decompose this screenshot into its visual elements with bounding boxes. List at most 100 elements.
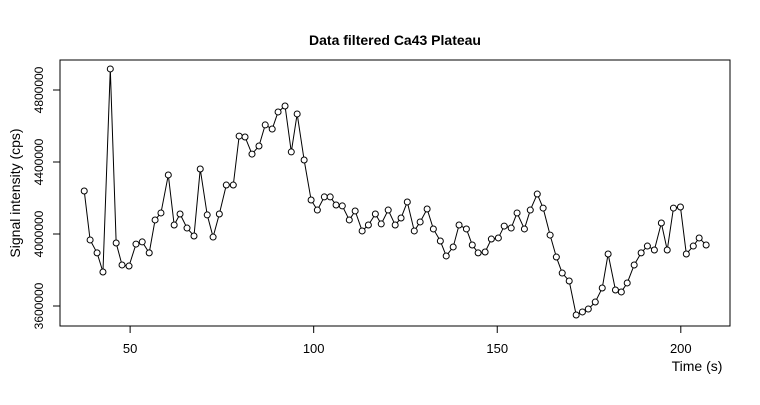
data-point — [676, 203, 684, 211]
data-point — [669, 204, 677, 212]
data-point — [520, 225, 528, 233]
x-tick-label: 200 — [670, 341, 692, 356]
data-point — [695, 234, 703, 242]
x-axis-label: Time (s) — [672, 358, 723, 374]
data-point — [584, 305, 592, 313]
data-point — [229, 181, 237, 189]
data-point — [293, 110, 301, 118]
data-point — [558, 269, 566, 277]
data-point — [106, 65, 114, 73]
data-point — [611, 286, 619, 294]
data-point — [371, 210, 379, 218]
data-point — [326, 193, 334, 201]
data-point — [313, 206, 321, 214]
data-point — [241, 133, 249, 141]
data-point — [132, 240, 140, 248]
data-point — [307, 196, 315, 204]
data-point — [643, 242, 651, 250]
data-point — [358, 227, 366, 235]
data-point — [86, 236, 94, 244]
data-point — [255, 142, 263, 150]
data-point — [591, 298, 599, 306]
y-tick-label: 4400000 — [32, 138, 46, 185]
data-point — [572, 311, 580, 319]
data-point — [416, 218, 424, 226]
data-point — [507, 224, 515, 232]
data-point — [442, 252, 450, 260]
data-point — [623, 279, 631, 287]
data-point — [345, 216, 353, 224]
y-tick-label: 3600000 — [32, 282, 46, 329]
data-point — [455, 221, 463, 229]
data-point — [196, 165, 204, 173]
data-point — [598, 284, 606, 292]
data-point — [320, 193, 328, 201]
data-point — [300, 156, 308, 164]
data-point — [138, 238, 146, 246]
data-point — [351, 207, 359, 215]
data-point — [332, 201, 340, 209]
data-point — [287, 148, 295, 156]
data-point — [384, 206, 392, 214]
data-point — [80, 187, 88, 195]
data-point — [474, 249, 482, 257]
data-point — [170, 221, 178, 229]
data-point — [650, 246, 658, 254]
data-point — [513, 209, 521, 217]
data-point — [377, 220, 385, 228]
data-point — [183, 224, 191, 232]
data-point — [617, 288, 625, 296]
data-point — [565, 277, 573, 285]
data-point — [125, 262, 133, 270]
data-point — [682, 250, 690, 258]
data-point — [500, 222, 508, 230]
data-point — [481, 248, 489, 256]
data-point — [391, 221, 399, 229]
data-point — [468, 241, 476, 249]
chart-title: Data filtered Ca43 Plateau — [309, 32, 481, 48]
x-tick-label: 100 — [303, 341, 325, 356]
data-point — [112, 239, 120, 247]
data-point — [702, 241, 710, 249]
data-point — [157, 209, 165, 217]
data-point — [190, 232, 198, 240]
data-point — [546, 231, 554, 239]
data-point — [268, 125, 276, 133]
data-point — [151, 216, 159, 224]
data-point — [203, 211, 211, 219]
x-tick-label: 50 — [123, 341, 137, 356]
data-point — [410, 227, 418, 235]
data-point — [118, 261, 126, 269]
data-point — [462, 225, 470, 233]
y-tick-label: 4800000 — [32, 66, 46, 113]
data-point — [533, 190, 541, 198]
data-point — [526, 206, 534, 214]
y-axis-label: Signal intensity (cps) — [7, 128, 23, 257]
data-point — [552, 253, 560, 261]
data-point — [449, 243, 457, 251]
data-point — [429, 225, 437, 233]
x-tick-label: 150 — [486, 341, 508, 356]
data-point — [637, 249, 645, 257]
data-point — [604, 250, 612, 258]
data-point — [209, 233, 217, 241]
data-point — [657, 219, 665, 227]
y-tick-label: 4000000 — [32, 210, 46, 257]
data-point — [176, 210, 184, 218]
data-point — [397, 214, 405, 222]
data-point — [403, 198, 411, 206]
data-point — [423, 205, 431, 213]
data-point — [689, 242, 697, 250]
data-point — [494, 234, 502, 242]
data-point — [281, 102, 289, 110]
data-point — [164, 171, 172, 179]
data-point — [578, 308, 586, 316]
data-point — [93, 249, 101, 257]
data-point — [235, 132, 243, 140]
data-point — [630, 261, 638, 269]
data-point — [99, 268, 107, 276]
data-point — [663, 246, 671, 254]
data-point — [436, 237, 444, 245]
data-point — [248, 150, 256, 158]
